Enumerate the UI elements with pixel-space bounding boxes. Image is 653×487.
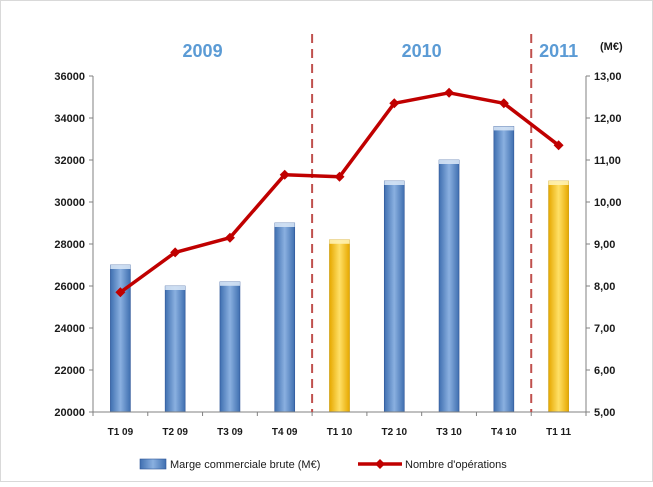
- right-tick-label: 11,00: [594, 155, 621, 167]
- left-tick-label: 26000: [54, 281, 85, 293]
- legend-label-line: Nombre d'opérations: [405, 459, 507, 471]
- bar-marge-commerciale: [383, 180, 405, 413]
- bar-marge-commerciale: [329, 239, 350, 413]
- right-tick-label: 13,00: [594, 71, 622, 83]
- legend-swatch-bar: [139, 458, 167, 470]
- line-point-marker: [498, 98, 509, 109]
- bar-top-highlight: [384, 181, 405, 185]
- legend-swatch-marker: [375, 459, 385, 469]
- year-label: 2009: [183, 41, 223, 61]
- bar-marge-commerciale: [219, 281, 241, 413]
- line-point-marker: [553, 140, 564, 151]
- left-tick-label: 24000: [54, 323, 85, 335]
- year-label: 2011: [539, 41, 578, 61]
- bar-marge-commerciale: [493, 126, 515, 413]
- right-tick-label: 8,00: [594, 281, 615, 293]
- x-tick-label: T4 09: [272, 427, 298, 438]
- x-tick-label: T1 10: [327, 427, 353, 438]
- right-tick-label: 12,00: [594, 113, 622, 125]
- bar-top-highlight: [493, 126, 514, 131]
- left-tick-label: 34000: [54, 113, 85, 125]
- x-tick-label: T1 09: [108, 427, 134, 438]
- x-tick-label: T2 09: [162, 427, 188, 438]
- line-point-marker: [334, 171, 345, 182]
- left-tick-label: 36000: [54, 71, 85, 83]
- bar-top-highlight: [165, 286, 186, 290]
- bar-marge-commerciale: [164, 285, 186, 413]
- line-point-marker: [279, 169, 290, 180]
- line-point-marker: [170, 247, 181, 258]
- left-tick-label: 20000: [54, 407, 85, 419]
- line-point-marker: [444, 87, 455, 98]
- right-axis-unit: (M€): [600, 41, 623, 53]
- bar-top-highlight: [439, 160, 460, 164]
- line-point-marker: [224, 232, 235, 243]
- right-tick-label: 10,00: [594, 197, 622, 209]
- left-tick-label: 32000: [54, 155, 85, 167]
- bar-top-highlight: [329, 239, 350, 244]
- bar-marge-commerciale: [274, 222, 296, 413]
- left-tick-label: 30000: [54, 197, 85, 209]
- bar-marge-commerciale: [548, 180, 569, 413]
- bar-top-highlight: [274, 223, 295, 227]
- x-tick-label: T2 10: [381, 427, 407, 438]
- left-tick-label: 28000: [54, 239, 85, 251]
- bar-marge-commerciale: [438, 159, 460, 413]
- right-tick-label: 7,00: [594, 323, 615, 335]
- year-label: 2010: [402, 41, 442, 61]
- x-tick-label: T3 09: [217, 427, 243, 438]
- bar-top-highlight: [110, 265, 131, 269]
- legend-label-bar: Marge commerciale brute (M€): [170, 459, 320, 471]
- right-tick-label: 5,00: [594, 407, 615, 419]
- x-tick-label: T4 10: [491, 427, 517, 438]
- line-point-marker: [389, 98, 400, 109]
- x-tick-label: T1 11: [546, 427, 571, 438]
- x-tick-label: T3 10: [436, 427, 462, 438]
- bar-top-highlight: [548, 181, 569, 185]
- right-tick-label: 6,00: [594, 365, 615, 377]
- left-tick-label: 22000: [54, 365, 85, 377]
- right-tick-label: 9,00: [594, 239, 615, 251]
- line-point-marker: [115, 287, 126, 298]
- bar-top-highlight: [219, 281, 240, 286]
